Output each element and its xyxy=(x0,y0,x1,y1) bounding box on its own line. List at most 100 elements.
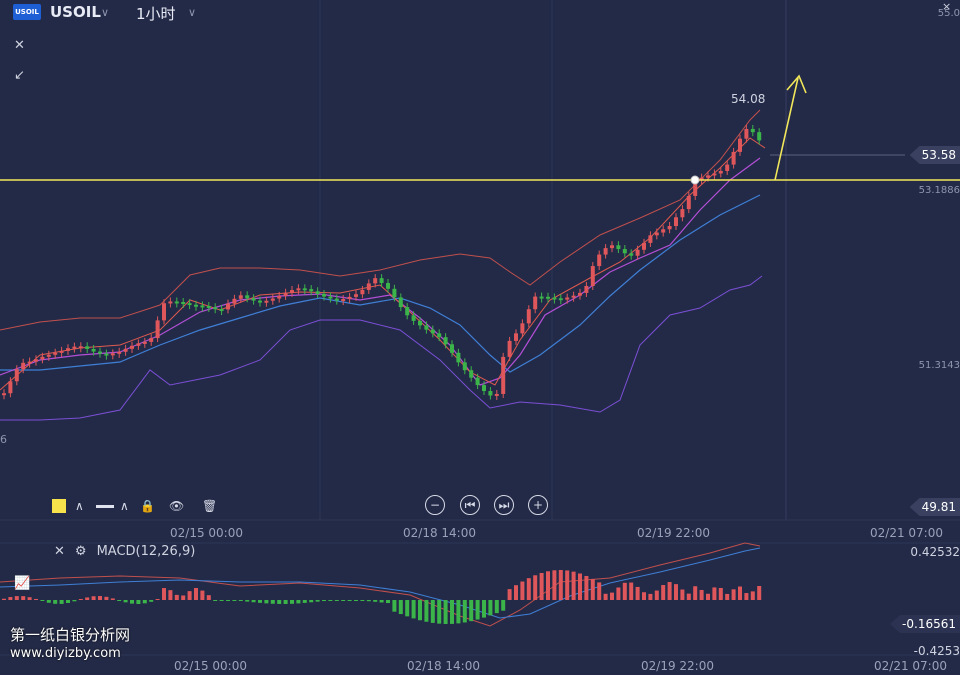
candle-body xyxy=(712,173,717,176)
histogram-bar xyxy=(334,600,339,601)
color-swatch[interactable] xyxy=(52,497,66,515)
time-axis-label: 02/21 07:00 xyxy=(870,526,943,540)
histogram-bar xyxy=(424,600,429,622)
candle-body xyxy=(654,232,659,236)
indicator-icon[interactable]: 📈 xyxy=(14,576,31,591)
scroll-right-button[interactable]: ⏭ xyxy=(494,495,514,515)
histogram-bar xyxy=(85,597,90,600)
chevron-up-icon[interactable]: ∧ xyxy=(75,499,84,513)
indicator-header: ✕ ⚙ MACD(12,26,9) xyxy=(54,544,195,559)
candle-body xyxy=(578,292,582,296)
candle-body xyxy=(270,298,275,301)
lock-icon[interactable]: 🔒 xyxy=(140,499,155,513)
histogram-bar xyxy=(501,600,506,611)
histogram-bar xyxy=(283,600,288,604)
line-style-icon[interactable] xyxy=(96,497,114,515)
candle-body xyxy=(648,235,653,243)
price-axis-label: 51.3143 xyxy=(918,360,960,371)
candle-body xyxy=(155,320,160,339)
histogram-bar xyxy=(597,582,602,600)
candle-body xyxy=(328,296,333,299)
candle-body xyxy=(53,352,58,355)
histogram-bar xyxy=(392,600,397,612)
histogram-bar xyxy=(360,600,365,601)
candle-body xyxy=(533,296,538,310)
time-axis-label: 02/19 22:00 xyxy=(641,659,714,673)
close-icon[interactable]: ✕ xyxy=(54,544,65,559)
histogram-bar xyxy=(98,596,102,600)
histogram-bar xyxy=(53,600,58,604)
chevron-down-icon[interactable]: ∨ xyxy=(188,6,197,19)
candle-body xyxy=(360,289,365,295)
histogram-bar xyxy=(590,578,595,600)
histogram-bar xyxy=(270,600,275,604)
gear-icon[interactable]: ⚙ xyxy=(74,544,87,559)
histogram-bar xyxy=(354,600,358,601)
histogram-bar xyxy=(565,570,570,600)
histogram-bar xyxy=(462,600,467,623)
candle-body xyxy=(245,295,250,299)
watermark-title: 第一纸白银分析网 xyxy=(10,626,131,644)
candle-body xyxy=(686,195,691,210)
chevron-down-icon[interactable]: ∨ xyxy=(101,6,110,19)
candle-body xyxy=(187,303,192,306)
candle-body xyxy=(238,295,243,299)
scroll-left-button[interactable]: ⏮ xyxy=(460,495,480,515)
histogram-bar xyxy=(744,593,749,600)
candle-body xyxy=(315,291,320,294)
histogram-bar xyxy=(302,600,307,603)
candle-body xyxy=(200,305,205,308)
candle-body xyxy=(616,245,621,250)
close-icon[interactable]: × xyxy=(942,0,952,13)
histogram-bar xyxy=(181,595,186,600)
histogram-bar xyxy=(206,595,211,600)
histogram-bar xyxy=(174,594,179,600)
candle-body xyxy=(341,299,346,302)
candle-body xyxy=(667,226,672,230)
chevron-up-icon[interactable]: ∧ xyxy=(120,499,129,513)
histogram-bar xyxy=(142,600,147,604)
histogram-bar xyxy=(46,600,51,603)
zoom-out-button[interactable]: − xyxy=(425,495,445,515)
candle-body xyxy=(354,294,358,297)
time-axis-label: 02/19 22:00 xyxy=(637,526,710,540)
candle-body xyxy=(46,354,51,357)
candle-body xyxy=(597,254,602,267)
histogram-bar xyxy=(117,600,122,601)
candle-body xyxy=(258,300,262,303)
histogram-bar xyxy=(162,588,166,600)
trash-icon[interactable]: 🗑 xyxy=(202,499,218,513)
collapse-icon[interactable]: ↙ xyxy=(14,68,25,83)
histogram-bar xyxy=(72,600,77,602)
signal-marker xyxy=(690,175,700,185)
symbol-name[interactable]: USOIL xyxy=(50,3,101,21)
close-icon[interactable]: ✕ xyxy=(14,38,25,53)
histogram-bar xyxy=(642,592,646,600)
candle-body xyxy=(34,359,38,362)
candle-body xyxy=(379,278,384,284)
bollinger-lower-band xyxy=(0,275,763,421)
histogram-bar xyxy=(411,600,416,619)
candle-body xyxy=(456,352,461,363)
candle-body xyxy=(744,128,749,139)
histogram-bar xyxy=(482,600,486,618)
indicator-axis-label: -0.4253 xyxy=(913,644,960,658)
histogram-bar xyxy=(578,573,582,600)
candle-body xyxy=(494,393,499,396)
zoom-in-button[interactable]: + xyxy=(528,495,548,515)
histogram-bar xyxy=(718,587,723,600)
histogram-bar xyxy=(494,600,499,614)
histogram-bar xyxy=(168,590,173,600)
current-price-tag: 53.58 xyxy=(909,146,960,164)
candle-body xyxy=(219,309,224,312)
candle-body xyxy=(635,249,640,256)
histogram-bar xyxy=(40,600,45,601)
high-price-label: 54.08 xyxy=(731,92,766,106)
eye-icon[interactable]: 👁 xyxy=(169,499,185,513)
histogram-bar xyxy=(418,600,422,621)
histogram-bar xyxy=(661,585,666,600)
timeframe-selector[interactable]: 1小时 xyxy=(136,5,176,23)
histogram-bar xyxy=(693,586,698,600)
histogram-bar xyxy=(258,600,262,603)
